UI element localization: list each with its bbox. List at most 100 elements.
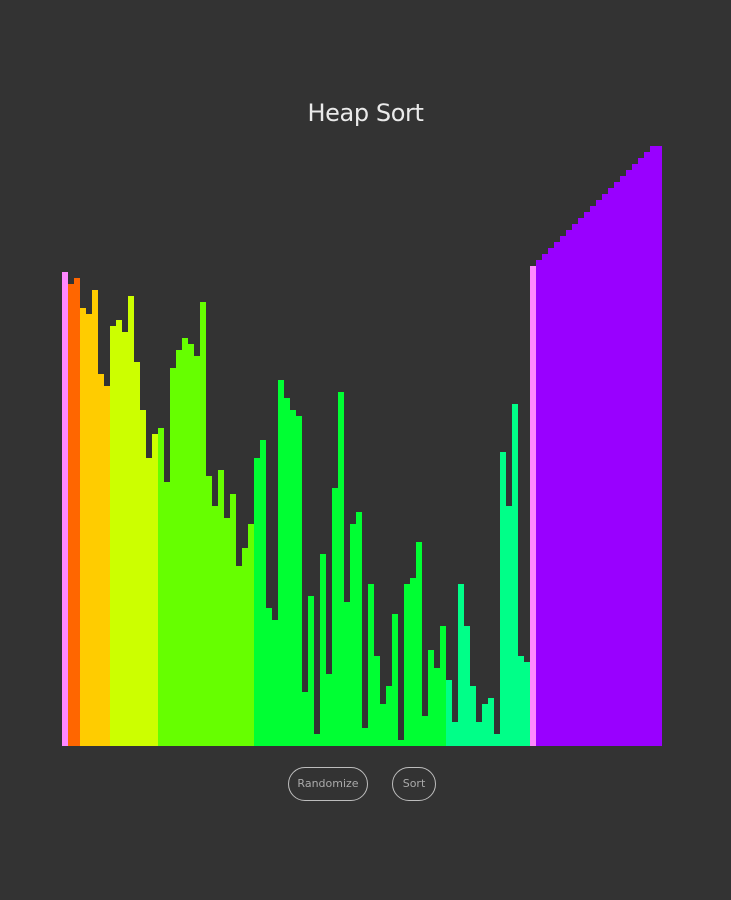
- sort-button[interactable]: Sort: [392, 767, 436, 801]
- array-bar: [212, 506, 218, 746]
- array-bar: [230, 494, 236, 746]
- array-bar: [62, 272, 68, 746]
- array-bar: [614, 182, 620, 746]
- array-bar: [218, 470, 224, 746]
- array-bar: [494, 734, 500, 746]
- array-bar: [374, 656, 380, 746]
- array-bar: [188, 344, 194, 746]
- array-bar: [626, 170, 632, 746]
- array-bar: [548, 248, 554, 746]
- array-bar: [272, 620, 278, 746]
- array-bar: [104, 386, 110, 746]
- array-bar: [470, 686, 476, 746]
- array-bar: [248, 524, 254, 746]
- array-bar: [92, 290, 98, 746]
- array-bar: [164, 482, 170, 746]
- array-bar: [74, 278, 80, 746]
- array-bar: [140, 410, 146, 746]
- array-bar: [122, 332, 128, 746]
- array-bar: [290, 410, 296, 746]
- page-title: Heap Sort: [307, 99, 424, 127]
- array-bar: [596, 200, 602, 746]
- randomize-button[interactable]: Randomize: [288, 767, 368, 801]
- array-bar: [116, 320, 122, 746]
- array-bar: [440, 626, 446, 746]
- array-bar: [656, 146, 662, 746]
- array-bar: [482, 704, 488, 746]
- array-bar: [314, 734, 320, 746]
- array-bar: [362, 728, 368, 746]
- array-bar: [506, 506, 512, 746]
- array-bar: [302, 692, 308, 746]
- array-bar: [464, 626, 470, 746]
- array-bar: [644, 152, 650, 746]
- array-bar: [650, 146, 656, 746]
- array-bar: [398, 740, 404, 746]
- array-bar: [620, 176, 626, 746]
- array-bar: [98, 374, 104, 746]
- array-bar: [602, 194, 608, 746]
- array-bar: [296, 416, 302, 746]
- array-bar: [428, 650, 434, 746]
- array-bar: [200, 302, 206, 746]
- array-bar: [158, 428, 164, 746]
- array-bar: [176, 350, 182, 746]
- array-bar: [242, 548, 248, 746]
- array-bar: [80, 308, 86, 746]
- array-bar: [578, 218, 584, 746]
- array-bar: [152, 434, 158, 746]
- array-bar: [416, 542, 422, 746]
- array-bar: [512, 404, 518, 746]
- array-bar: [206, 476, 212, 746]
- array-bar: [584, 212, 590, 746]
- array-bar: [530, 266, 536, 746]
- array-bar: [134, 362, 140, 746]
- array-bar: [350, 524, 356, 746]
- array-bar: [194, 356, 200, 746]
- array-bar: [536, 260, 542, 746]
- array-bar: [332, 488, 338, 746]
- array-bar: [266, 608, 272, 746]
- array-bar: [410, 578, 416, 746]
- array-bar: [632, 164, 638, 746]
- controls-bar: Randomize Sort: [0, 767, 731, 803]
- array-bar: [434, 668, 440, 746]
- array-bar: [68, 284, 74, 746]
- array-bar: [380, 704, 386, 746]
- array-bar: [524, 662, 530, 746]
- array-bar: [560, 236, 566, 746]
- array-bar: [224, 518, 230, 746]
- array-bar: [608, 188, 614, 746]
- array-bar: [86, 314, 92, 746]
- array-bar: [476, 722, 482, 746]
- array-bar: [326, 674, 332, 746]
- array-bar: [500, 452, 506, 746]
- array-bar: [128, 296, 134, 746]
- array-bar: [518, 656, 524, 746]
- array-bar: [542, 254, 548, 746]
- array-bar: [236, 566, 242, 746]
- array-bar: [386, 686, 392, 746]
- array-bar: [278, 380, 284, 746]
- array-bar: [590, 206, 596, 746]
- array-bar: [446, 680, 452, 746]
- array-bar: [110, 326, 116, 746]
- array-bar: [254, 458, 260, 746]
- array-bar: [308, 596, 314, 746]
- array-bar: [260, 440, 266, 746]
- array-bar: [392, 614, 398, 746]
- array-bar: [488, 698, 494, 746]
- array-bar: [554, 242, 560, 746]
- array-bar: [338, 392, 344, 746]
- array-bar: [572, 224, 578, 746]
- array-bar: [182, 338, 188, 746]
- array-bar: [452, 722, 458, 746]
- array-bar: [458, 584, 464, 746]
- array-bar: [356, 512, 362, 746]
- array-bar: [422, 716, 428, 746]
- array-bar: [146, 458, 152, 746]
- array-bar: [320, 554, 326, 746]
- bars-container: [62, 146, 662, 746]
- array-bar: [638, 158, 644, 746]
